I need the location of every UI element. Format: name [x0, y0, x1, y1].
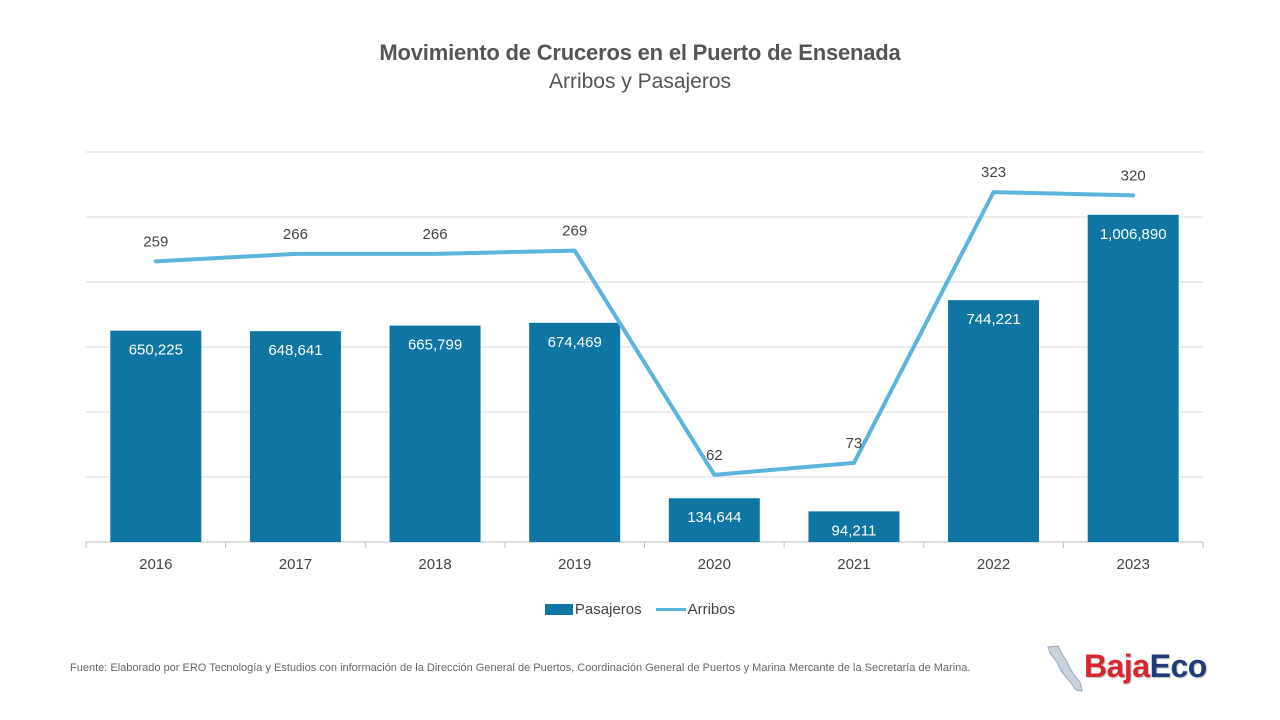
legend-label-arribos: Arribos	[687, 601, 736, 618]
source-note: Fuente: Elaborado por ERO Tecnología y E…	[70, 662, 971, 674]
bar-2019	[529, 322, 621, 542]
combo-chart: 650,225 648,641 665,799 674,469 134,644 94,21…	[85, 151, 1204, 573]
x-tick-label-2020: 2020	[698, 556, 731, 573]
legend-bar-swatch	[544, 604, 573, 615]
line-label-2020: 62	[706, 447, 723, 464]
x-tick-label-2016: 2016	[139, 556, 172, 573]
x-tick-label-2022: 2022	[977, 556, 1010, 573]
logo-text-eco: Eco	[1149, 648, 1208, 684]
bar-2018	[389, 325, 481, 542]
line-label-2017: 266	[283, 226, 308, 243]
x-tick-label-2019: 2019	[558, 556, 591, 573]
bar-label-2023: 1,006,890	[1100, 226, 1167, 243]
bar-label-2017: 648,641	[268, 342, 322, 359]
line-label-2021: 73	[846, 435, 863, 452]
bar-label-2016: 650,225	[129, 342, 183, 359]
logo-text: BajaEco	[1084, 648, 1207, 685]
line-label-2022: 323	[981, 164, 1006, 181]
bar-2017	[249, 331, 341, 542]
chart-subtitle: Arribos y Pasajeros	[548, 70, 732, 93]
baja-california-map-icon	[1047, 645, 1083, 692]
line-label-2019: 269	[562, 223, 587, 240]
bar-2016	[110, 330, 202, 542]
legend-label-pasajeros: Pasajeros	[574, 601, 642, 618]
x-tick-label-2018: 2018	[418, 556, 451, 573]
legend-item-pasajeros: Pasajeros	[544, 601, 642, 618]
line-label-2023: 320	[1121, 167, 1146, 184]
x-tick-label-2017: 2017	[279, 556, 312, 573]
bar-2022	[948, 300, 1040, 542]
x-tick-label-2023: 2023	[1117, 556, 1150, 573]
bar-2020	[668, 498, 760, 542]
bajaeco-logo: BajaEco	[1044, 644, 1224, 694]
legend-line-swatch	[655, 608, 686, 611]
bar-2023	[1087, 214, 1179, 543]
bar-label-2020: 134,644	[687, 509, 741, 526]
bar-label-2022: 744,221	[966, 311, 1020, 328]
line-series: 259 266 266 269 62 73 323 320	[143, 164, 1146, 477]
bar-label-2021: 94,211	[832, 522, 877, 539]
legend-item-arribos: Arribos	[655, 601, 736, 618]
bar-series: 650,225 648,641 665,799 674,469 134,644 94,21…	[110, 214, 1179, 543]
bar-label-2018: 665,799	[408, 337, 462, 354]
chart-title: Movimiento de Cruceros en el Puerto de E…	[379, 40, 901, 65]
x-axis-ticks: 2016 2017 2018 2019 2020 2021 2022 2023	[85, 542, 1204, 573]
logo-text-baja: Baja	[1084, 648, 1150, 684]
line-label-2018: 266	[423, 226, 448, 243]
bar-2021	[808, 511, 900, 542]
line-label-2016: 259	[143, 233, 168, 250]
line-arribos	[153, 190, 1136, 477]
legend: Pasajeros Arribos	[0, 601, 1280, 618]
bar-label-2019: 674,469	[548, 334, 602, 351]
x-tick-label-2021: 2021	[837, 556, 870, 573]
